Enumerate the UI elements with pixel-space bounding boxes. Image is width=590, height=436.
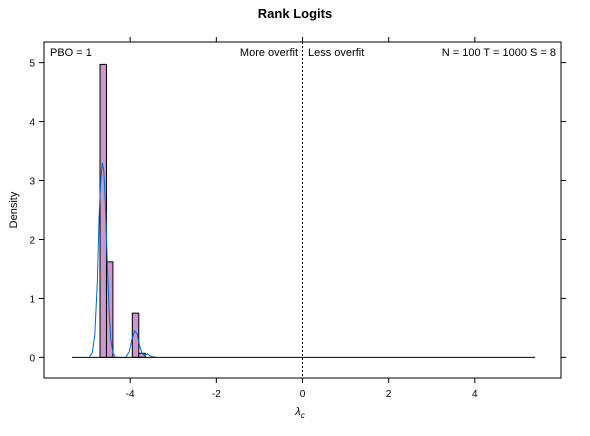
more-overfit-annotation: More overfit — [240, 47, 298, 59]
density-curve-group — [88, 162, 157, 358]
x-axis-label-main: λ — [294, 406, 300, 418]
y-tick-label: 0 — [29, 353, 35, 364]
y-tick-label: 3 — [29, 177, 35, 188]
x-tick-label: 0 — [300, 389, 306, 400]
x-tick-label: -2 — [212, 389, 221, 400]
reference-lines — [72, 42, 536, 378]
x-axis-label: λc — [294, 406, 304, 420]
x-tick-label: 4 — [472, 389, 478, 400]
y-axis: 0 1 2 3 4 5 — [29, 59, 566, 364]
density-curve — [88, 162, 157, 358]
y-tick-label: 1 — [29, 294, 35, 305]
x-tick-label: -4 — [126, 389, 135, 400]
y-tick-label: 4 — [29, 118, 35, 129]
stats-annotation: N = 100 T = 1000 S = 8 — [442, 47, 556, 59]
chart-title: Rank Logits — [258, 6, 332, 21]
x-axis-label-sub: c — [301, 411, 305, 420]
x-tick-label: 2 — [386, 389, 392, 400]
pbo-annotation: PBO = 1 — [50, 47, 92, 59]
less-overfit-annotation: Less overfit — [308, 47, 364, 59]
y-axis-label: Density — [8, 191, 20, 228]
histogram-bars — [99, 63, 146, 358]
x-axis: -4 -2 0 2 4 — [126, 37, 478, 400]
y-tick-label: 5 — [29, 59, 35, 70]
y-tick-label: 2 — [29, 235, 35, 246]
